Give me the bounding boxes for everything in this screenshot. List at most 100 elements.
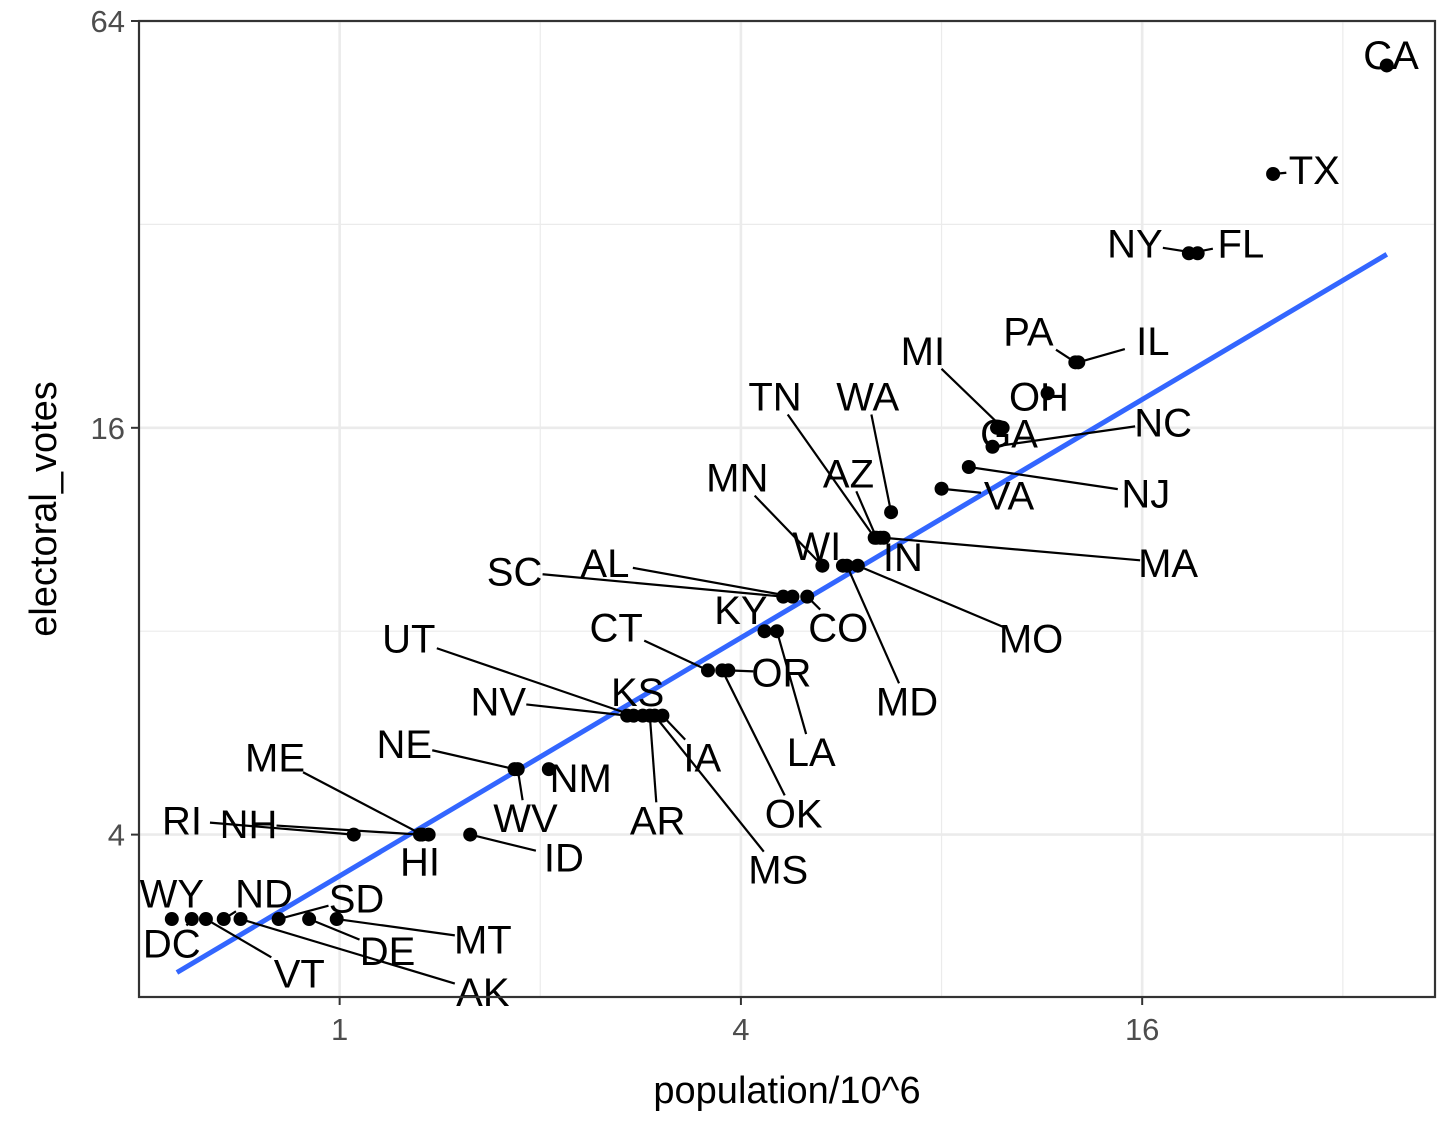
state-label: RI	[162, 799, 202, 843]
label-connector	[857, 564, 1004, 628]
state-label: IL	[1136, 320, 1169, 364]
data-point	[1181, 246, 1196, 261]
state-label: WV	[493, 797, 558, 841]
x-tick-label: 4	[732, 1012, 749, 1047]
label-connector	[336, 917, 455, 937]
state-label: WI	[792, 525, 841, 569]
y-tick-label: 16	[91, 411, 125, 446]
label-connector	[968, 465, 1118, 491]
data-point	[620, 708, 635, 723]
fit-line-layer	[175, 252, 1389, 975]
label-connector	[786, 413, 876, 539]
data-point	[329, 912, 344, 927]
state-label: NC	[1134, 401, 1192, 445]
data-point	[198, 912, 213, 927]
state-label: OR	[751, 651, 811, 695]
state-label: MA	[1138, 542, 1198, 586]
y-axis-title: electoral_votes	[23, 381, 65, 637]
label-connector	[1077, 348, 1126, 364]
data-point	[510, 762, 525, 777]
state-label: NV	[471, 680, 527, 724]
data-point	[769, 624, 784, 639]
label-connector	[542, 573, 784, 598]
state-label: FL	[1218, 222, 1265, 266]
label-connector	[721, 669, 786, 796]
label-connector	[653, 714, 765, 853]
y-axis-ticks: 4 16 64	[91, 4, 139, 853]
state-label: SC	[487, 551, 543, 595]
state-label: CT	[590, 607, 643, 651]
panel-border	[137, 19, 1437, 999]
label-connectors	[185, 171, 1287, 985]
label-connector	[526, 703, 628, 717]
state-label: VA	[984, 475, 1035, 519]
data-point	[346, 827, 361, 842]
label-connector	[469, 833, 537, 852]
data-point	[415, 827, 430, 842]
state-label: NE	[376, 723, 432, 767]
label-connector	[436, 647, 634, 717]
data-point	[776, 589, 791, 604]
data-point	[1068, 355, 1083, 370]
state-label: WY	[140, 873, 204, 917]
label-connector	[845, 565, 901, 684]
state-label: WA	[836, 376, 899, 420]
state-label: KS	[611, 671, 664, 715]
data-point	[990, 420, 1005, 435]
data-points	[164, 58, 1394, 927]
label-connector	[870, 414, 893, 513]
state-label: TN	[748, 376, 801, 420]
state-label: DC	[143, 922, 201, 966]
data-point	[884, 505, 899, 520]
data-point	[715, 663, 730, 678]
state-label: HI	[400, 840, 440, 884]
state-label: DE	[360, 930, 416, 974]
y-tick-label: 64	[91, 4, 125, 39]
data-point	[1266, 166, 1281, 181]
label-connector	[648, 715, 658, 803]
x-tick-label: 1	[331, 1012, 348, 1047]
label-connector	[276, 824, 421, 836]
data-point	[961, 459, 976, 474]
regression-line	[175, 252, 1389, 975]
state-label: PA	[1003, 311, 1054, 355]
state-label: OK	[765, 792, 823, 836]
data-point	[164, 912, 179, 927]
x-axis-ticks: 1 4 16	[331, 997, 1159, 1047]
state-label: MN	[706, 457, 768, 501]
data-point	[184, 912, 199, 927]
x-tick-label: 16	[1125, 1012, 1159, 1047]
label-connector	[940, 368, 1004, 429]
state-label: MT	[454, 918, 512, 962]
label-connector	[308, 918, 360, 941]
state-label: NJ	[1121, 472, 1170, 516]
state-label: UT	[382, 618, 435, 662]
data-point	[463, 827, 478, 842]
label-connector	[643, 639, 709, 672]
label-connector	[753, 494, 824, 567]
data-point	[757, 624, 772, 639]
state-label: MS	[748, 849, 808, 893]
data-point	[271, 912, 286, 927]
data-point	[233, 912, 248, 927]
state-label: AZ	[823, 452, 874, 496]
state-label: AR	[630, 799, 686, 843]
label-connector	[278, 904, 329, 921]
data-point	[850, 558, 865, 573]
label-connector	[883, 536, 1141, 562]
state-label: MO	[999, 618, 1063, 662]
data-point	[835, 558, 850, 573]
state-label: CO	[808, 607, 868, 651]
label-connector	[205, 918, 272, 959]
label-connector	[431, 749, 515, 771]
state-label: KY	[714, 589, 767, 633]
data-point	[216, 912, 231, 927]
data-point	[815, 558, 830, 573]
label-connector	[775, 630, 808, 735]
state-label: CA	[1363, 34, 1419, 78]
state-label: IA	[683, 737, 721, 781]
state-label: LA	[787, 731, 836, 775]
state-label: NM	[550, 757, 612, 801]
state-label: VT	[274, 953, 325, 997]
label-connector	[240, 917, 456, 985]
